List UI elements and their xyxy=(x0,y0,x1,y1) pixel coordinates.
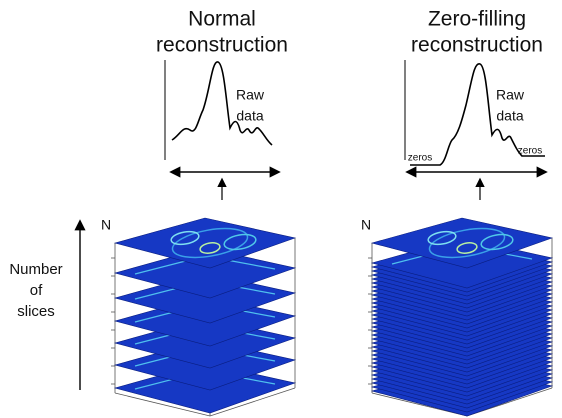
plot-label: Raw xyxy=(496,87,525,103)
plot-label: data xyxy=(236,108,263,124)
zeros-label: zeros xyxy=(518,146,542,157)
plot-label: Raw xyxy=(236,87,265,103)
axis-n: N xyxy=(101,217,111,233)
zeros-label: zeros xyxy=(408,153,432,164)
title-line: Normal xyxy=(188,8,256,31)
slice-stacks xyxy=(111,217,554,417)
tissue xyxy=(480,233,514,251)
tissue xyxy=(170,230,200,246)
tissue xyxy=(223,233,257,251)
axis-label: Number xyxy=(9,261,62,278)
axis-label: of xyxy=(30,282,43,299)
tissue xyxy=(428,227,506,259)
raw-data-plot xyxy=(404,60,548,200)
tissue xyxy=(427,230,457,246)
axis-n: N xyxy=(361,217,371,233)
plot-label: data xyxy=(496,108,523,124)
box-edge xyxy=(114,387,296,417)
raw-data-plot xyxy=(164,60,281,200)
slice-plane xyxy=(113,217,297,269)
title-line: reconstruction xyxy=(156,34,288,57)
tissue xyxy=(456,242,478,254)
slice xyxy=(370,217,554,269)
title-line: Zero-filling xyxy=(428,8,526,31)
slice xyxy=(113,217,297,269)
slice-plane xyxy=(370,217,554,269)
title-line: reconstruction xyxy=(411,34,543,57)
tissue xyxy=(171,227,249,259)
tissue xyxy=(199,242,221,254)
axis-label: slices xyxy=(17,303,55,320)
